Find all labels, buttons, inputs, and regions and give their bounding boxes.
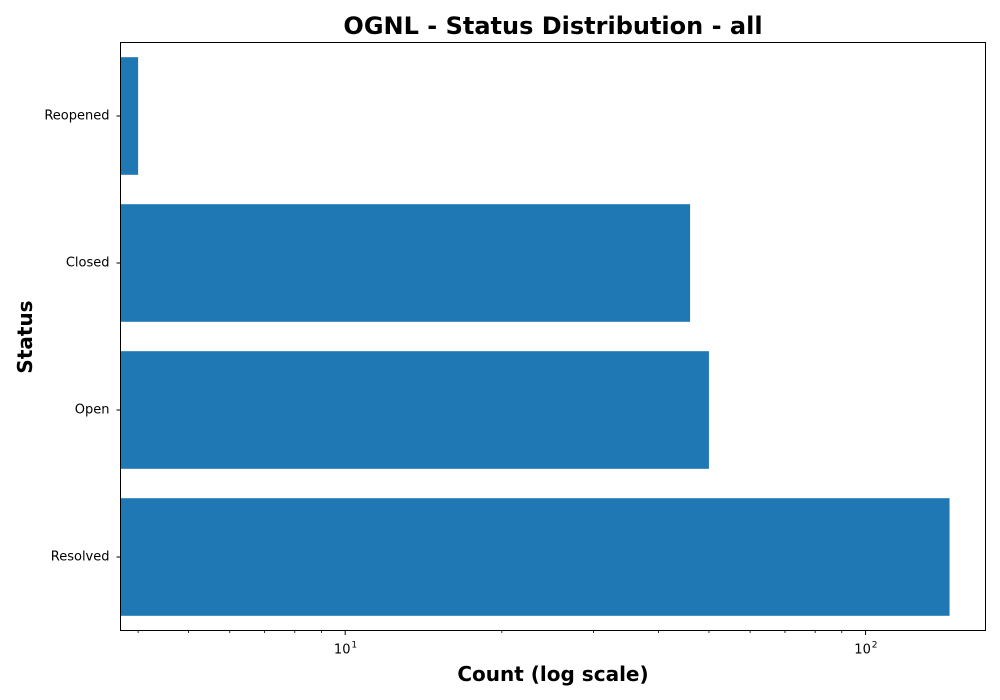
x-axis-ticks: 10 1 10 2 <box>137 630 878 658</box>
y-tick-label: Resolved <box>51 550 110 565</box>
x-tick-label-exponent: 1 <box>351 641 357 651</box>
y-tick-label: Closed <box>66 256 110 271</box>
bars-group <box>120 57 950 616</box>
x-axis-label: Count (log scale) <box>457 662 648 686</box>
x-tick-label: 10 <box>854 643 871 658</box>
y-tick-label: Reopened <box>44 109 109 124</box>
y-tick-label: Open <box>75 403 110 418</box>
y-axis-ticks: Resolved Open Closed Reopened <box>44 109 121 565</box>
bar-open <box>120 351 709 469</box>
x-tick-label-exponent: 2 <box>872 641 878 651</box>
y-axis-label: Status <box>13 300 37 373</box>
plot-frame <box>120 42 986 631</box>
x-tick-label: 10 <box>334 643 351 658</box>
bar-closed <box>120 204 691 322</box>
bar-reopened <box>120 57 139 175</box>
chart-title: OGNL - Status Distribution - all <box>343 12 762 40</box>
bar-resolved <box>120 498 950 616</box>
